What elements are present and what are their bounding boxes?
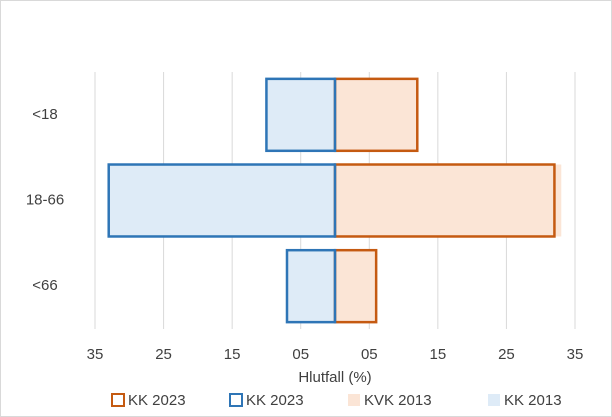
x-tick-label: 25 (155, 346, 172, 363)
bar (265, 77, 337, 153)
x-tick-label: 25 (498, 346, 515, 363)
bar (335, 250, 377, 323)
bar (266, 78, 335, 151)
x-tick-label: 15 (224, 346, 241, 363)
y-tick-label: 18-66 (26, 191, 64, 208)
bar (285, 248, 337, 324)
x-tick-label: 15 (430, 346, 447, 363)
legend-swatch (229, 393, 243, 407)
legend-label: KVK 2013 (364, 392, 432, 409)
x-tick-label: 35 (567, 346, 584, 363)
x-tick-label: 05 (292, 346, 309, 363)
bar (335, 78, 418, 151)
x-tick-label: 35 (87, 346, 104, 363)
legend-swatch (111, 393, 125, 407)
legend-label: KK 2013 (504, 392, 562, 409)
y-tick-label: <66 (32, 277, 57, 294)
legend-swatch (488, 394, 500, 406)
legend-label: KK 2023 (128, 392, 186, 409)
x-tick-label: 05 (361, 346, 378, 363)
bar (108, 164, 335, 237)
y-tick-label: <18 (32, 106, 57, 123)
bar (335, 164, 562, 237)
legend-label: KK 2023 (246, 392, 304, 409)
bar (107, 163, 337, 238)
bar (287, 250, 335, 323)
legend-swatch (348, 394, 360, 406)
x-axis-label: Hlutfall (%) (298, 369, 371, 386)
